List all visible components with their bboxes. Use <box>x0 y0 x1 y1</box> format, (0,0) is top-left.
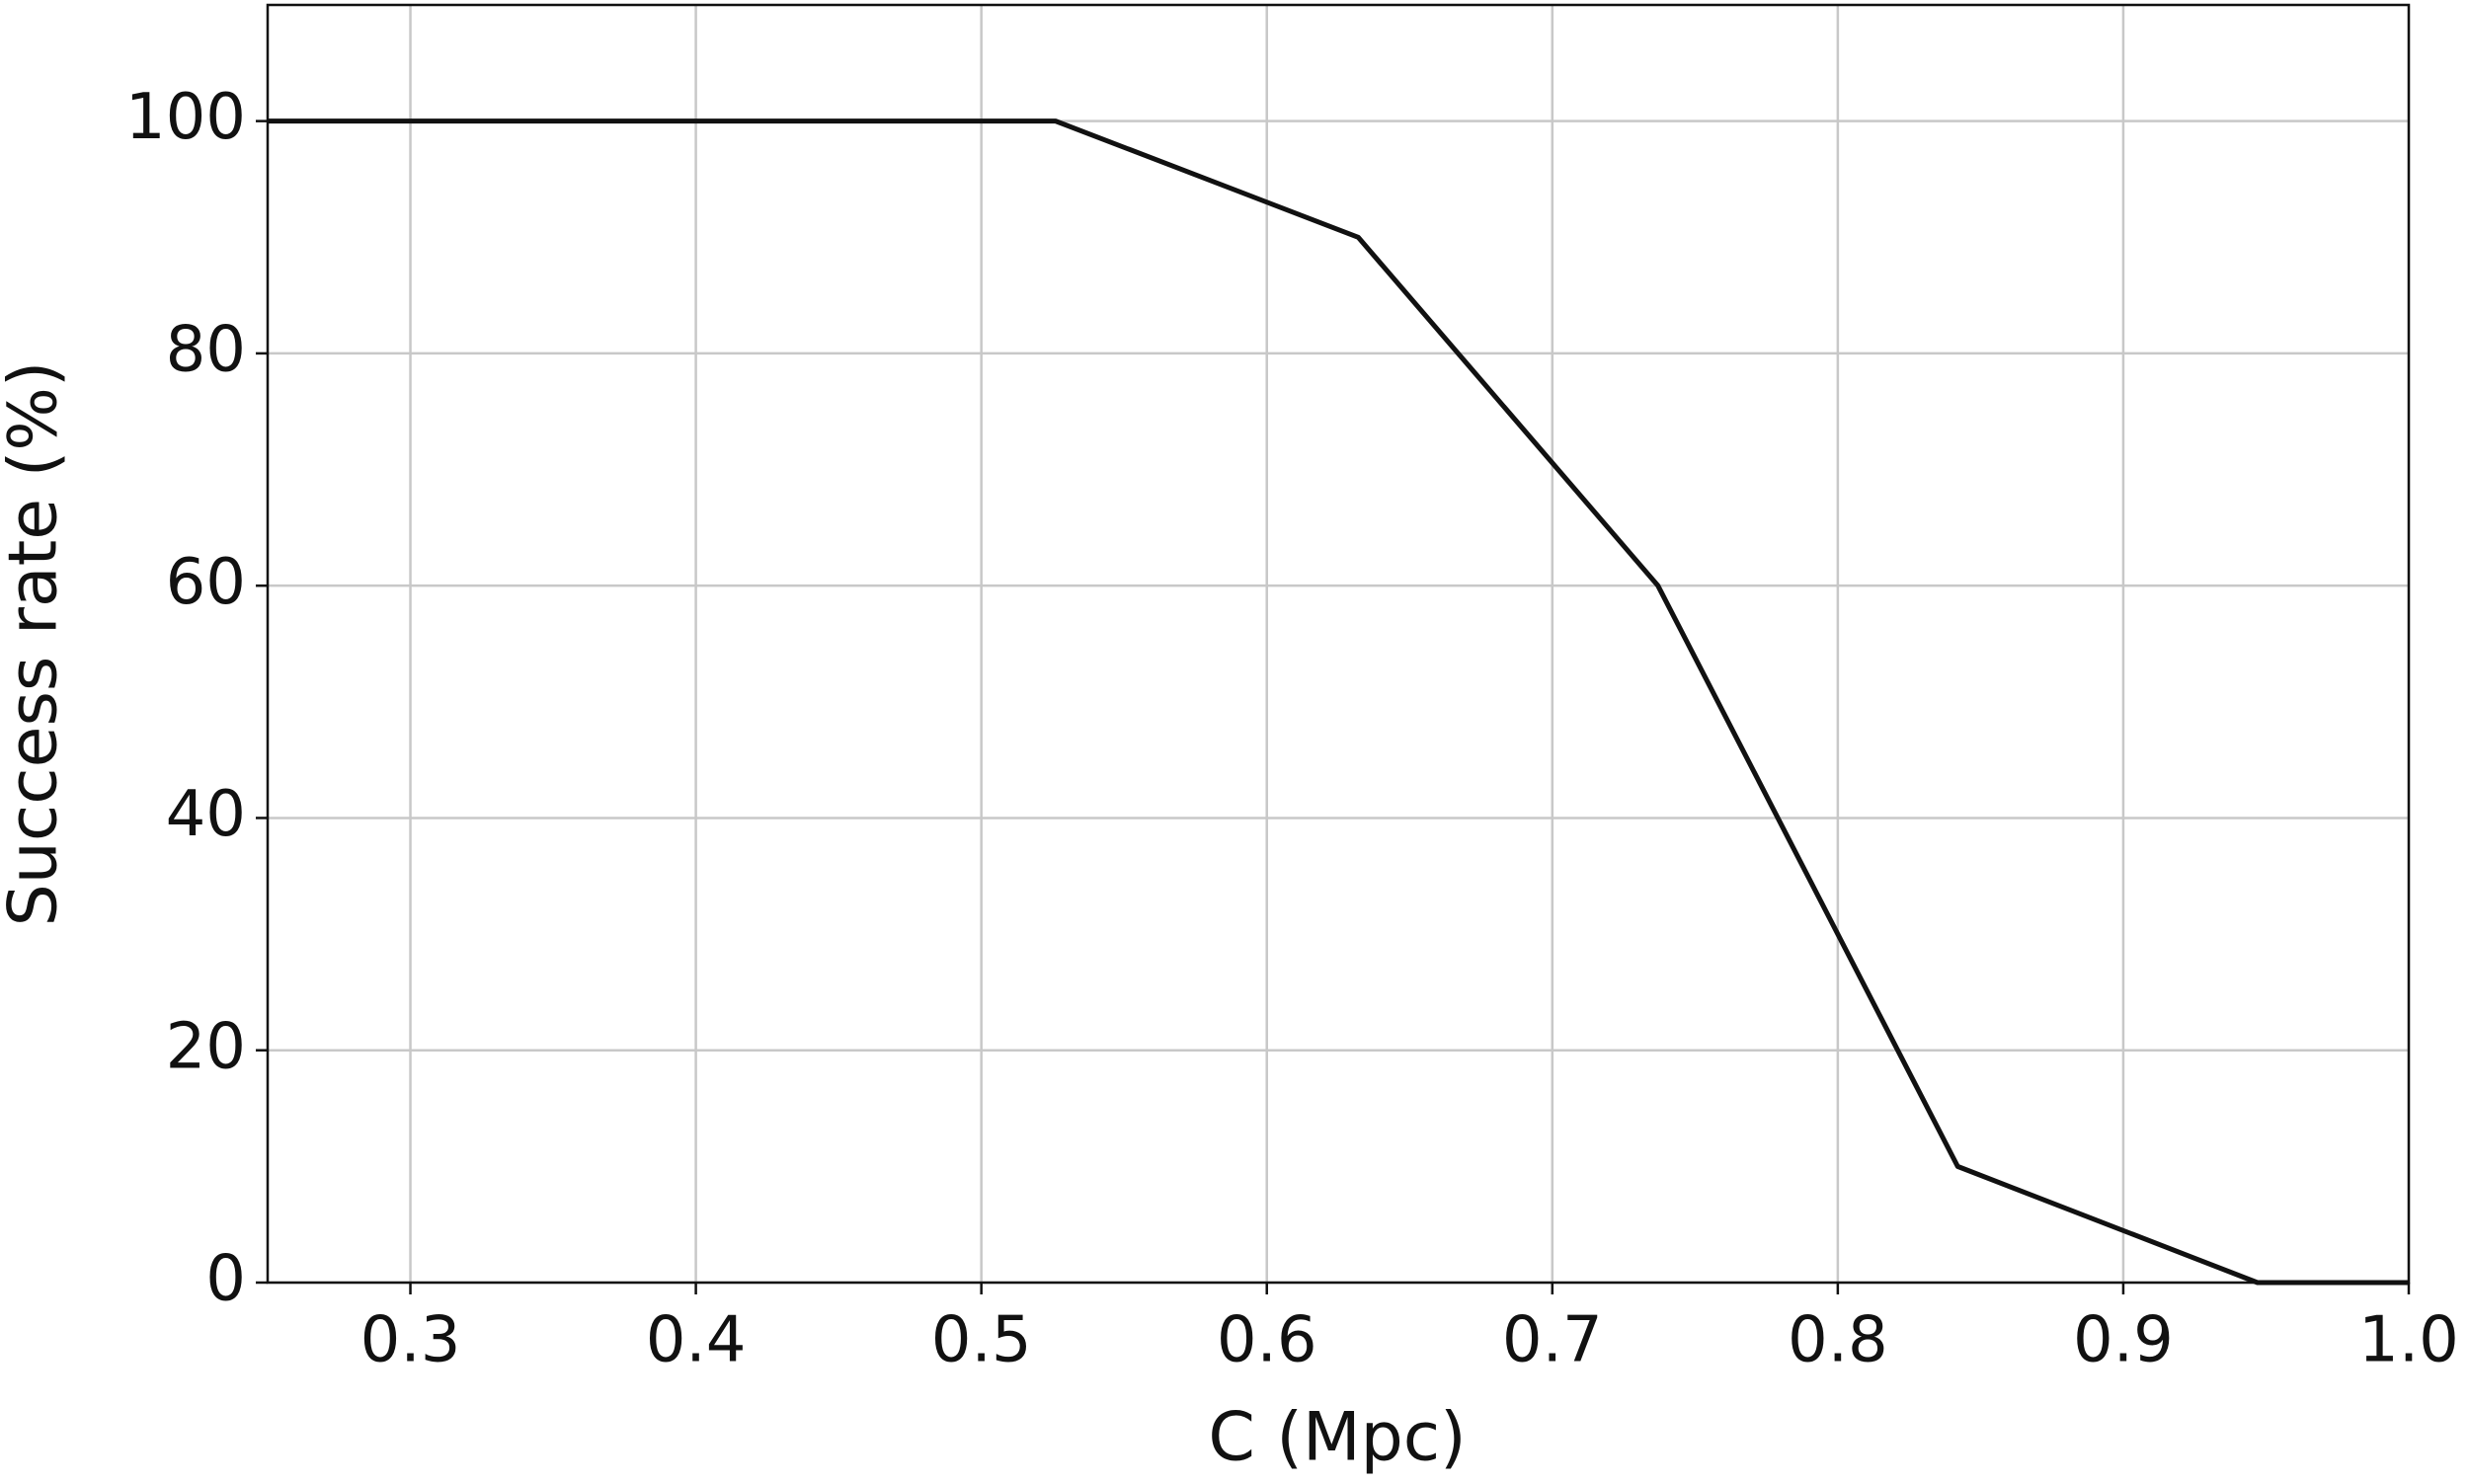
plot-frame <box>266 3 2411 1285</box>
y-tick-label: 40 <box>166 778 246 851</box>
y-axis-label: Success rate (%) <box>0 361 73 927</box>
y-tick-label: 60 <box>166 546 246 619</box>
y-tick-label: 100 <box>125 81 246 154</box>
data-line <box>268 118 2409 1286</box>
x-axis-label: C (Mpc) <box>1208 1399 1466 1477</box>
x-tick-label: 1.0 <box>2358 1304 2459 1377</box>
x-tick-label: 0.9 <box>2073 1304 2174 1377</box>
x-tick-label: 0.8 <box>1788 1304 1888 1377</box>
y-tick-label: 80 <box>166 313 246 386</box>
x-tick-label: 0.7 <box>1502 1304 1603 1377</box>
x-tick-label: 0.3 <box>360 1304 461 1377</box>
x-tick-label: 0.5 <box>931 1304 1032 1377</box>
y-tick-label: 0 <box>205 1243 246 1316</box>
x-tick-label: 0.4 <box>646 1304 747 1377</box>
y-tick-label: 20 <box>166 1010 246 1083</box>
x-tick-label: 0.6 <box>1217 1304 1317 1377</box>
